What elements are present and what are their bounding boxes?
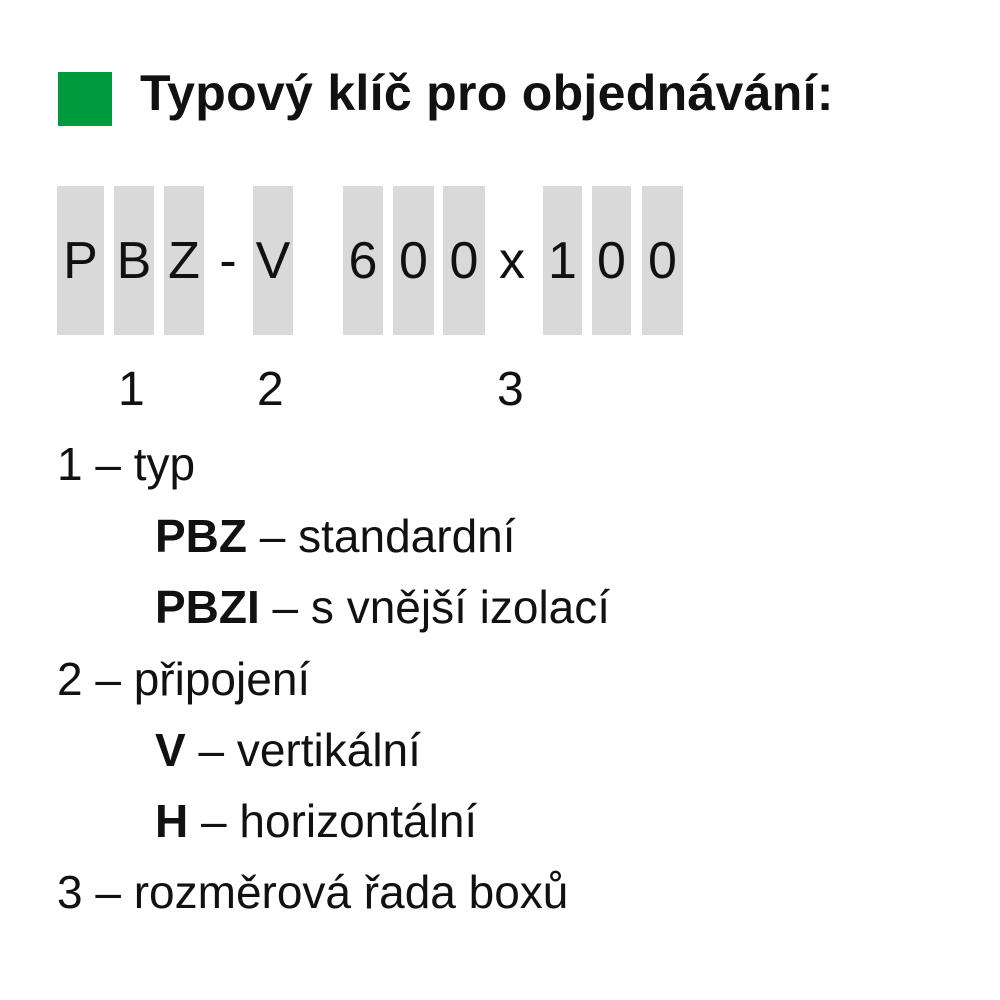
code-cell: 0	[443, 186, 485, 335]
legend-line: H – horizontální	[155, 798, 477, 844]
legend-line: 2 – připojení	[57, 653, 311, 705]
legend-line: PBZI – s vnější izolací	[155, 584, 610, 630]
green-square-bullet	[58, 72, 112, 126]
index-label: 1	[118, 363, 145, 416]
code-cell: B	[114, 186, 154, 335]
index-label: 2	[257, 363, 284, 416]
legend-code: PBZ	[155, 510, 247, 562]
legend-text: – horizontální	[188, 795, 478, 847]
legend-text: – standardní	[247, 510, 516, 562]
code-cell: 6	[343, 186, 383, 335]
legend-line: 1 – typ	[57, 438, 196, 490]
code-separator: -	[219, 231, 237, 290]
code-cell: Z	[164, 186, 204, 335]
legend-code: PBZI	[155, 581, 260, 633]
code-cell: V	[253, 186, 293, 335]
code-cell: 0	[642, 186, 683, 335]
code-cell: 0	[592, 186, 631, 335]
code-separator: x	[499, 231, 525, 290]
legend-text: – s vnější izolací	[259, 581, 611, 633]
legend-code: V	[155, 724, 186, 776]
page-title: Typový klíč pro objednávání:	[140, 65, 834, 121]
code-cell: 0	[393, 186, 434, 335]
legend-line: PBZ – standardní	[155, 513, 516, 559]
legend-code: H	[155, 795, 189, 847]
code-cell: P	[57, 186, 104, 335]
legend-line: V – vertikální	[155, 727, 421, 773]
index-label: 3	[497, 363, 524, 416]
legend-text: – vertikální	[185, 724, 421, 776]
code-cell: 1	[543, 186, 582, 335]
legend-line: 3 – rozměrová řada boxů	[57, 866, 569, 918]
